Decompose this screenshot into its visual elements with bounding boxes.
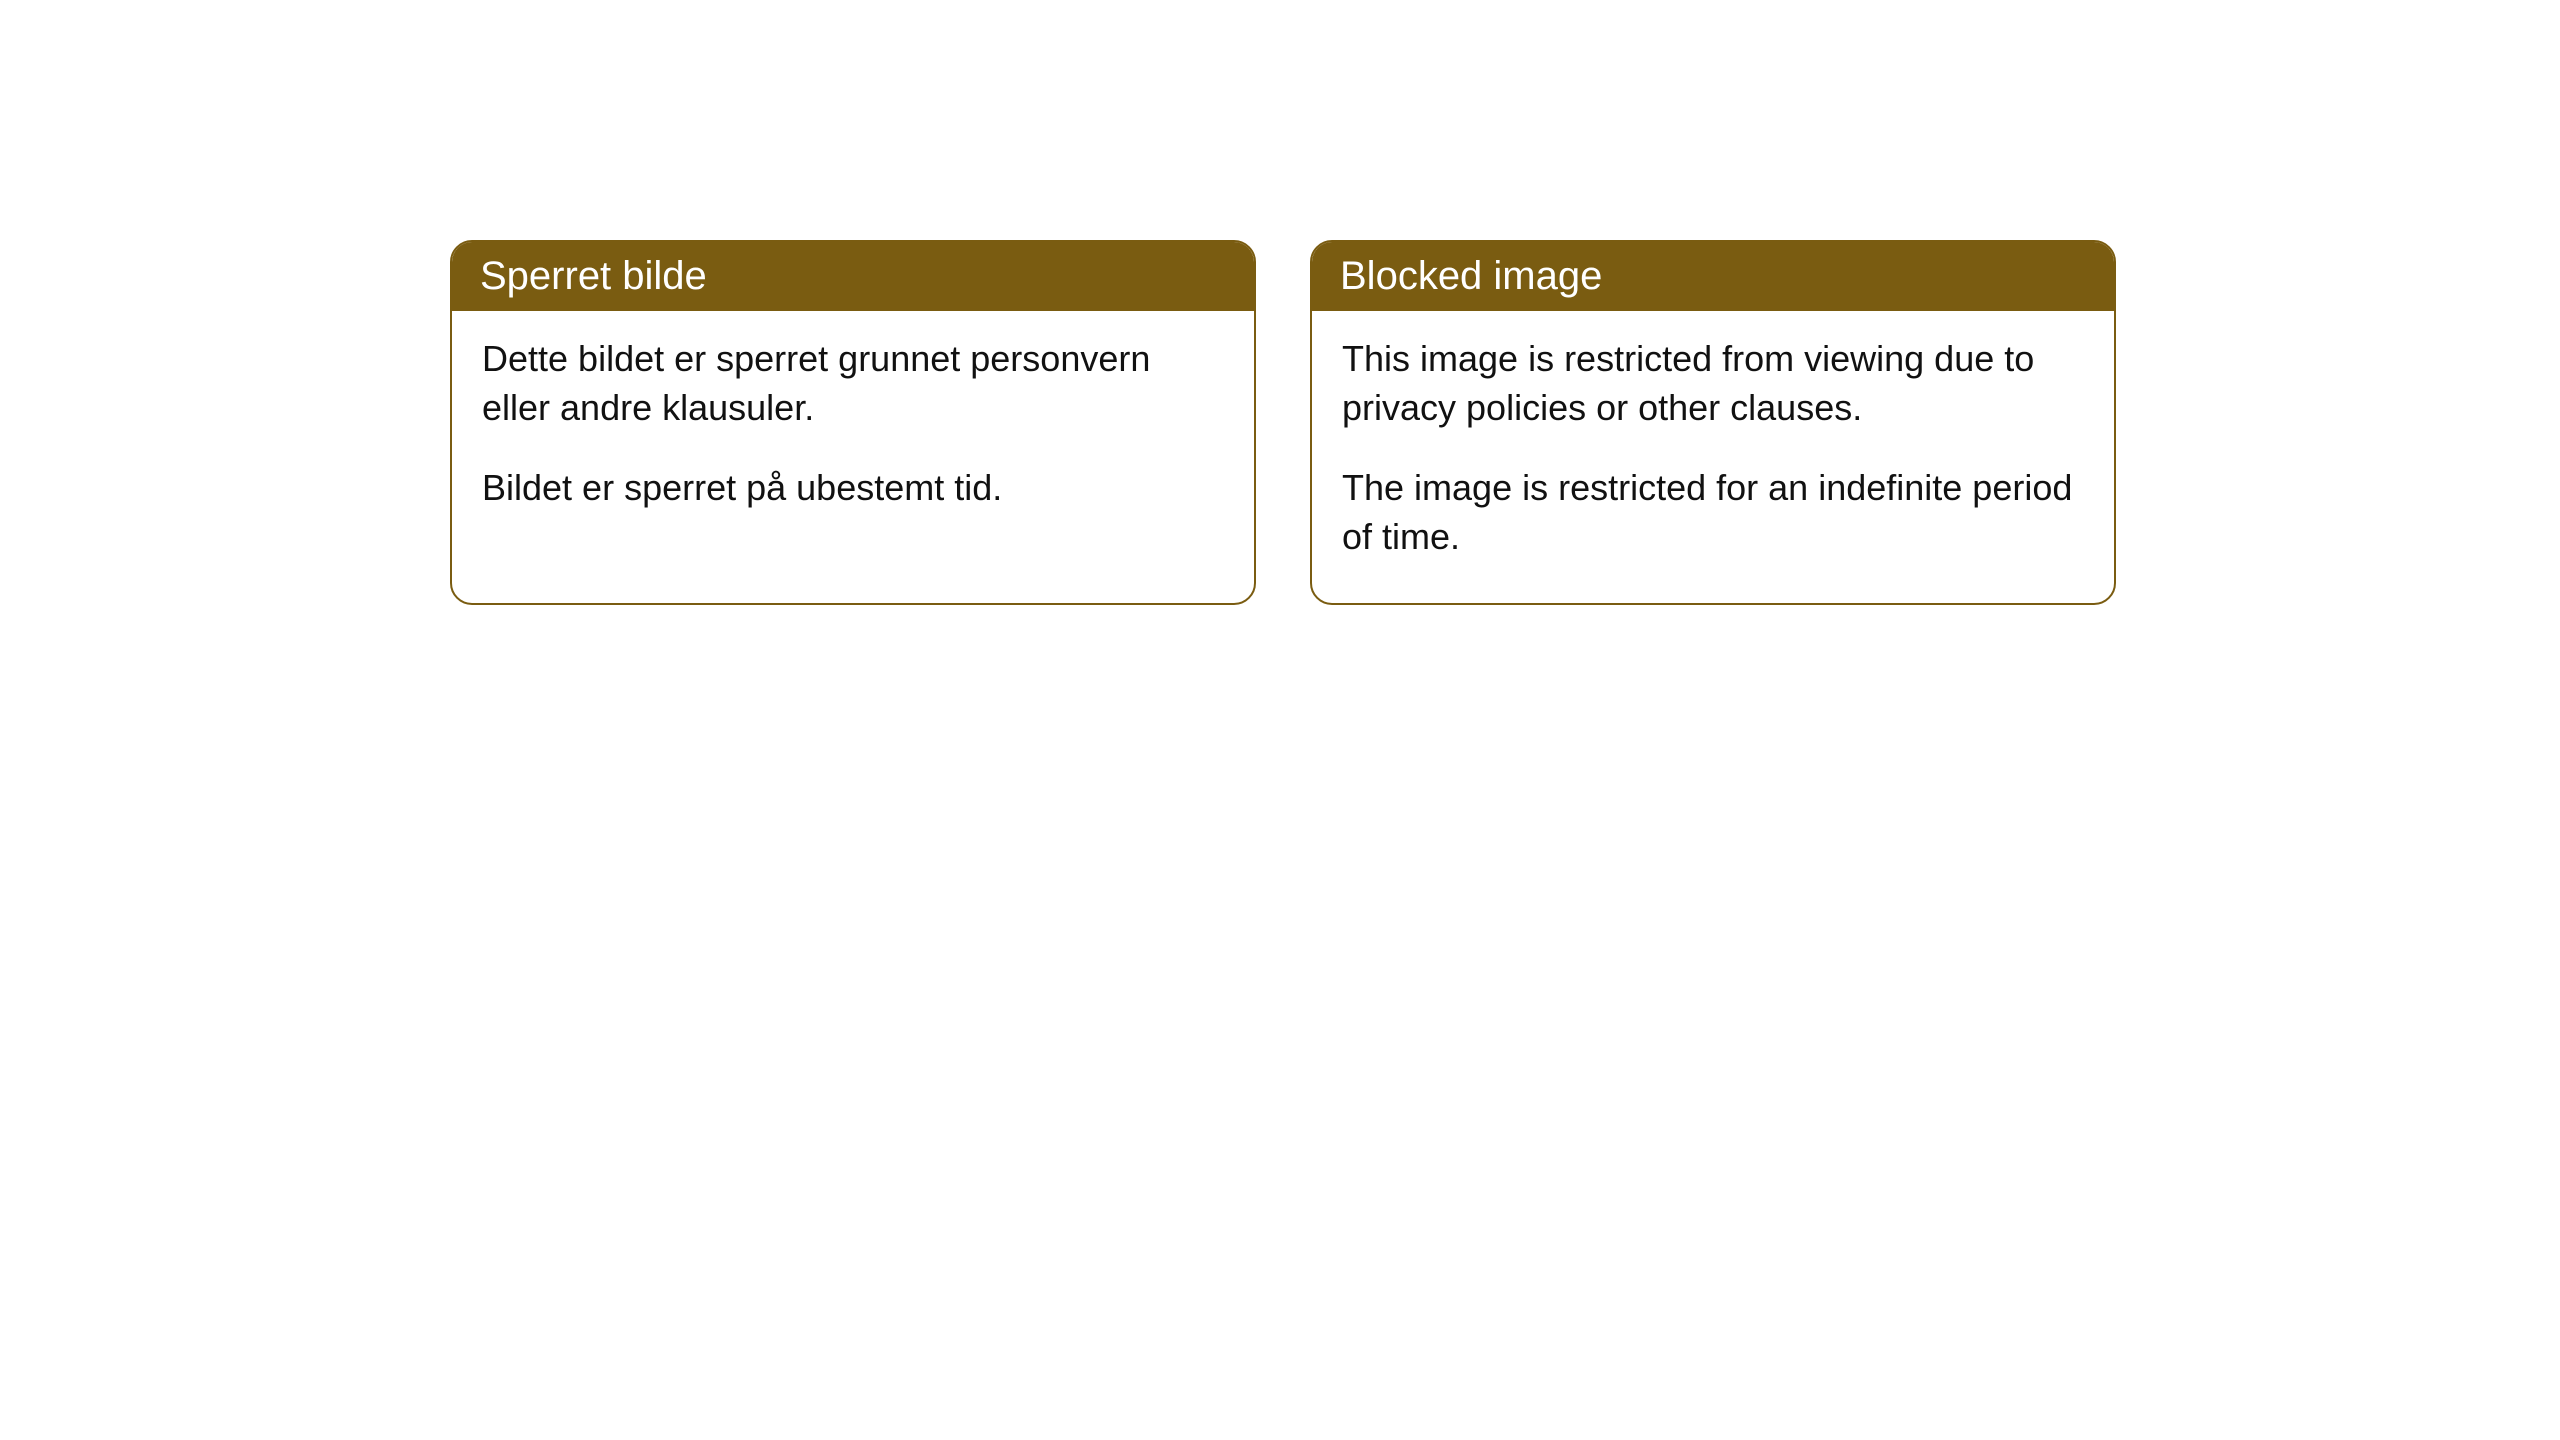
card-paragraph: The image is restricted for an indefinit… xyxy=(1342,464,2084,561)
card-paragraph: This image is restricted from viewing du… xyxy=(1342,335,2084,432)
card-body: This image is restricted from viewing du… xyxy=(1312,311,2114,603)
notice-card-norwegian: Sperret bilde Dette bildet er sperret gr… xyxy=(450,240,1256,605)
card-body: Dette bildet er sperret grunnet personve… xyxy=(452,311,1254,555)
notice-cards-container: Sperret bilde Dette bildet er sperret gr… xyxy=(450,240,2560,605)
notice-card-english: Blocked image This image is restricted f… xyxy=(1310,240,2116,605)
card-header: Sperret bilde xyxy=(452,242,1254,311)
card-header: Blocked image xyxy=(1312,242,2114,311)
card-paragraph: Bildet er sperret på ubestemt tid. xyxy=(482,464,1224,513)
card-paragraph: Dette bildet er sperret grunnet personve… xyxy=(482,335,1224,432)
card-title: Blocked image xyxy=(1340,254,1602,298)
card-title: Sperret bilde xyxy=(480,254,707,298)
